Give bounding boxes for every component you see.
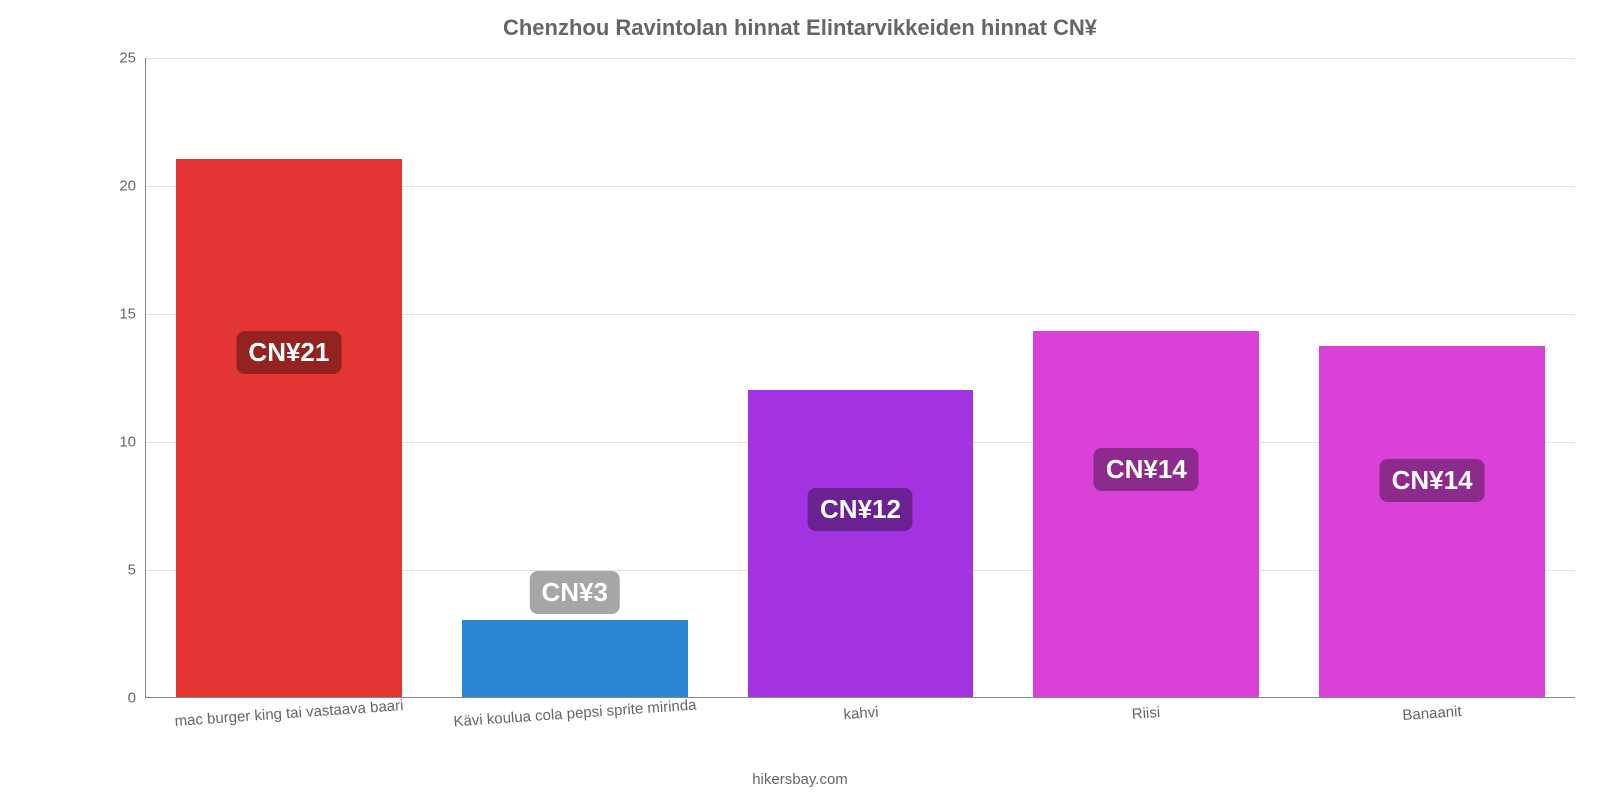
- bars-group: CN¥21 CN¥3 CN¥12 CN¥14 CN¥14: [146, 58, 1575, 697]
- y-tick-label: 15: [119, 306, 136, 323]
- attribution: hikersbay.com: [0, 771, 1600, 788]
- y-tick-label: 25: [119, 50, 136, 67]
- plot-area: 0510152025 CN¥21CN¥3CN¥12CN¥14CN¥14 mac …: [145, 58, 1575, 698]
- bar-chart: Chenzhou Ravintolan hinnat Elintarvikkei…: [0, 0, 1600, 800]
- bar-value-label: CN¥14: [1380, 459, 1485, 502]
- x-tick-label: Kävi koulua cola pepsi sprite mirinda: [453, 697, 697, 731]
- x-tick-label: kahvi: [842, 704, 878, 723]
- x-tick-label: Banaanit: [1402, 703, 1462, 724]
- y-tick-label: 20: [119, 178, 136, 195]
- x-tick-label: Riisi: [1132, 704, 1161, 723]
- y-tick-label: 0: [128, 690, 136, 707]
- chart-title: Chenzhou Ravintolan hinnat Elintarvikkei…: [0, 15, 1600, 41]
- bar: CN¥14: [1319, 346, 1545, 697]
- bar-value-label: CN¥14: [1094, 448, 1199, 491]
- bar: CN¥12: [748, 390, 974, 697]
- y-tick-label: 10: [119, 434, 136, 451]
- bar: CN¥3: [462, 620, 688, 697]
- bar: CN¥14: [1033, 331, 1259, 697]
- bar-value-label: CN¥12: [808, 488, 913, 531]
- bar-value-label: CN¥21: [236, 331, 341, 374]
- y-tick-label: 5: [128, 562, 136, 579]
- x-axis-labels: mac burger king tai vastaava baari Kävi k…: [146, 697, 1575, 747]
- x-tick-label: mac burger king tai vastaava baari: [174, 697, 404, 730]
- bar: CN¥21: [176, 159, 402, 697]
- bar-value-label: CN¥3: [529, 571, 619, 614]
